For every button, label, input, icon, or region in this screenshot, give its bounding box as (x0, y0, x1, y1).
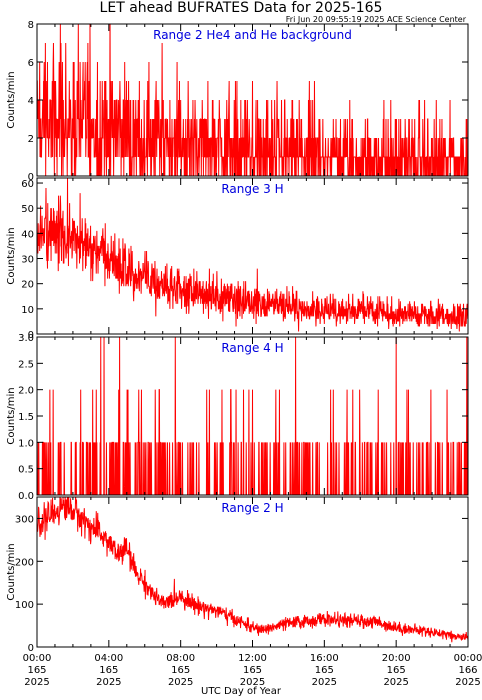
x-tick-label: 165 (171, 665, 190, 676)
panel-title: Range 2 H (221, 501, 283, 515)
panel-title: Range 4 H (221, 341, 283, 355)
y-axis-label: Counts/min (6, 71, 17, 128)
y-tick-label: 6 (28, 58, 34, 69)
x-tick-label: 16:00 (310, 653, 339, 664)
x-tick-label: 2025 (96, 677, 121, 688)
y-tick-label: 100 (15, 600, 34, 611)
y-tick-label: 4 (28, 96, 34, 107)
x-tick-label: 165 (27, 665, 46, 676)
x-tick-label: 2025 (312, 677, 337, 688)
y-tick-label: 0.0 (18, 491, 34, 502)
x-tick-label: 12:00 (238, 653, 267, 664)
x-tick-label: 2025 (24, 677, 49, 688)
x-tick-label: 2025 (383, 677, 408, 688)
x-tick-label: 2025 (240, 677, 265, 688)
x-axis-label: UTC Day of Year (201, 686, 282, 697)
x-tick-label: 165 (315, 665, 334, 676)
x-tick-label: 00:00 (454, 653, 482, 664)
x-tick-label: 165 (243, 665, 262, 676)
x-tick-label: 04:00 (94, 653, 123, 664)
y-tick-label: 60 (21, 179, 34, 190)
y-tick-label: 30 (21, 255, 34, 266)
x-tick-label: 2025 (168, 677, 193, 688)
y-axis-label: Counts/min (6, 543, 17, 600)
y-tick-label: 10 (21, 305, 34, 316)
panels-group: 0 2 4 6 8 Range 2 He4 and He background Counts… (6, 20, 469, 654)
y-tick-label: 0 (28, 172, 34, 183)
timestamp: Fri Jun 20 09:55:19 2025 ACE Science Cen… (286, 15, 467, 24)
y-tick-label: 0 (28, 330, 34, 341)
y-tick-label: 2.0 (18, 386, 34, 397)
y-tick-label: 1.0 (18, 438, 34, 449)
y-tick-label: 300 (15, 514, 34, 525)
series-line (37, 497, 468, 643)
x-tick-label: 08:00 (166, 653, 195, 664)
figure-title: LET ahead BUFRATES Data for 2025-165 (100, 0, 383, 16)
panel-2: 0 10 20 30 40 50 60 Range 3 H Counts/min (6, 177, 469, 341)
x-tick-label: 00:00 (23, 653, 52, 664)
x-tick-label: 2025 (455, 677, 480, 688)
y-tick-label: 1.5 (18, 412, 34, 423)
y-tick-label: 2 (28, 134, 34, 145)
y-tick-label: 0.5 (18, 465, 34, 476)
panel-3: 0.0 0.5 1.0 1.5 2.0 2.5 3.0 Range 4 H Counts/min (6, 333, 469, 502)
panel-4: 0 100 200 300 Range 2 H Counts/min (6, 496, 469, 654)
series-line (37, 337, 468, 495)
y-axis-label: Counts/min (6, 387, 17, 444)
y-tick-label: 20 (21, 280, 34, 291)
panel-title: Range 2 He4 and He background (153, 28, 352, 42)
series-line (37, 178, 468, 332)
y-tick-label: 50 (21, 204, 34, 215)
x-tick-label: 165 (387, 665, 406, 676)
y-tick-label: 8 (28, 20, 34, 31)
y-tick-label: 0 (28, 643, 34, 654)
panel-1: 0 2 4 6 8 Range 2 He4 and He background Counts… (6, 20, 469, 183)
y-tick-label: 40 (21, 229, 34, 240)
x-tick-label: 165 (99, 665, 118, 676)
y-tick-label: 2.5 (18, 359, 34, 370)
x-tick-label: 20:00 (382, 653, 411, 664)
y-tick-label: 3.0 (18, 333, 34, 344)
y-tick-label: 200 (15, 557, 34, 568)
panel-title: Range 3 H (221, 182, 283, 196)
y-axis-label: Counts/min (6, 227, 17, 284)
x-axis: 00:00165202504:00165202508:00165202512:0… (23, 653, 482, 688)
series-line (37, 24, 468, 176)
x-tick-label: 166 (458, 665, 477, 676)
